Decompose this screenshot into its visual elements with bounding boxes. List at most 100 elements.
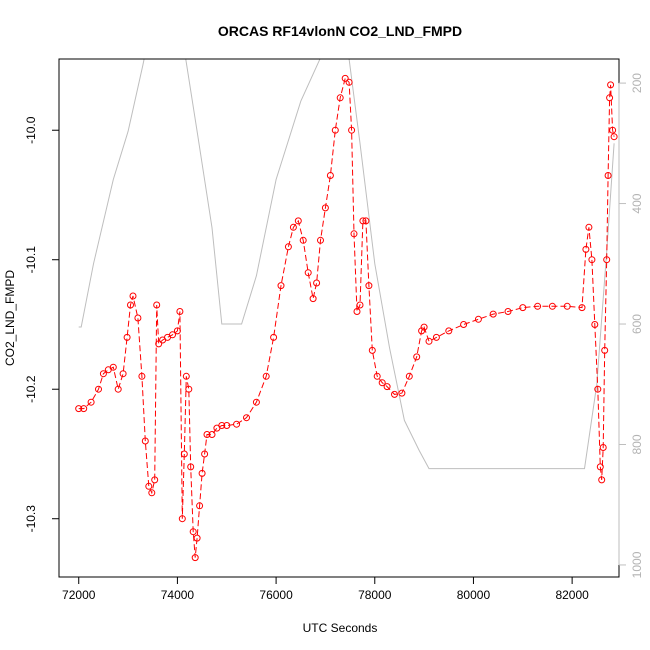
x-tick-label: 80000 (457, 588, 491, 602)
co2-point (233, 420, 241, 428)
co2-point (294, 217, 302, 225)
co2-point (365, 282, 373, 290)
co2-point (180, 450, 188, 458)
x-tick-label: 72000 (62, 588, 96, 602)
y2-tick-label: 400 (630, 193, 644, 213)
co2-point (420, 323, 428, 331)
co2-point (173, 327, 181, 335)
co2-point (141, 437, 149, 445)
co2-point (187, 463, 195, 471)
co2-point (123, 333, 131, 341)
co2-point (109, 363, 117, 371)
co2-point (284, 243, 292, 251)
co2-point (252, 398, 260, 406)
co2-point (313, 279, 321, 287)
co2-point (373, 372, 381, 380)
co2-point (182, 372, 190, 380)
co2-point (345, 78, 353, 86)
co2-point (114, 385, 122, 393)
co2-point (348, 126, 356, 134)
co2-point (474, 315, 482, 323)
co2-point (201, 450, 209, 458)
co2-point (603, 256, 611, 264)
y2-tick-label: 1000 (630, 551, 644, 578)
co2-point (519, 304, 527, 312)
y-tick-label: -10.1 (24, 246, 38, 274)
co2-point (193, 534, 201, 542)
co2-point (189, 528, 197, 536)
x-axis-label: UTC Seconds (303, 621, 378, 635)
y-tick-label: -10.0 (24, 116, 38, 144)
co2-point (243, 414, 250, 422)
co2-point (309, 295, 317, 303)
co2-point (80, 405, 88, 413)
co2-point (588, 256, 596, 264)
co2-point (591, 321, 599, 328)
co2-point (601, 346, 609, 354)
x-tick-label: 78000 (358, 588, 392, 602)
x-tick-label: 74000 (161, 588, 195, 602)
co2-point (596, 463, 604, 471)
co2-point (610, 133, 618, 141)
x-axis: 72000 74000 76000 78000 80000 82000 (62, 576, 589, 602)
co2-point (138, 372, 146, 380)
chart-title: ORCAS RF14vlonN CO2_LND_FMPD (218, 23, 462, 39)
y2-tick-label: 200 (630, 73, 644, 93)
co2-point (304, 269, 312, 277)
co2-point (594, 385, 602, 393)
co2-point (145, 482, 153, 490)
co2-point (262, 372, 270, 380)
plot-frame (58, 58, 620, 578)
co2-point (277, 282, 285, 290)
co2-point (368, 346, 376, 354)
co2-point (534, 302, 542, 310)
co2-point (331, 126, 339, 134)
co2-point (563, 302, 571, 310)
co2-point (148, 489, 156, 497)
co2-point (223, 422, 231, 429)
co2-point (218, 422, 226, 429)
co2-point (155, 340, 163, 348)
co2-line (78, 77, 615, 558)
co2-point (289, 223, 297, 231)
co2-point (299, 236, 307, 244)
co2-point (609, 126, 617, 134)
co2-point (341, 74, 349, 82)
co2-point (356, 301, 364, 309)
co2-point (548, 302, 556, 310)
co2-point (336, 94, 344, 102)
co2-point (359, 217, 367, 225)
co2-point (353, 308, 361, 315)
co2-point (153, 301, 161, 309)
co2-point (445, 327, 453, 335)
co2-point (99, 370, 107, 378)
x-tick-label: 76000 (259, 588, 293, 602)
series-layer (75, 59, 618, 562)
co2-point (203, 431, 211, 438)
co2-point (391, 390, 398, 398)
y-axis-right: 200 400 600 800 1000 (618, 73, 644, 578)
y-tick-label: -10.3 (24, 505, 38, 533)
co2-point (405, 372, 413, 380)
co2-point (317, 236, 324, 244)
co2-point (432, 333, 440, 341)
co2-point (196, 502, 204, 510)
co2-point (413, 353, 421, 361)
co2-point (191, 554, 199, 562)
co2-point (127, 301, 134, 309)
co2-point (350, 230, 358, 238)
co2-point (607, 81, 615, 89)
co2-point (378, 379, 386, 387)
co2-point (119, 370, 127, 378)
co2-point (185, 385, 193, 393)
co2-point (425, 337, 433, 345)
co2-point (578, 304, 586, 312)
co2-point (383, 383, 391, 391)
co2-point (134, 314, 142, 322)
co2-point (198, 469, 206, 477)
co2-point (585, 223, 593, 231)
co2-point (489, 310, 497, 318)
co2-point (208, 431, 216, 438)
y2-tick-label: 800 (630, 434, 644, 454)
co2-point (169, 331, 176, 339)
